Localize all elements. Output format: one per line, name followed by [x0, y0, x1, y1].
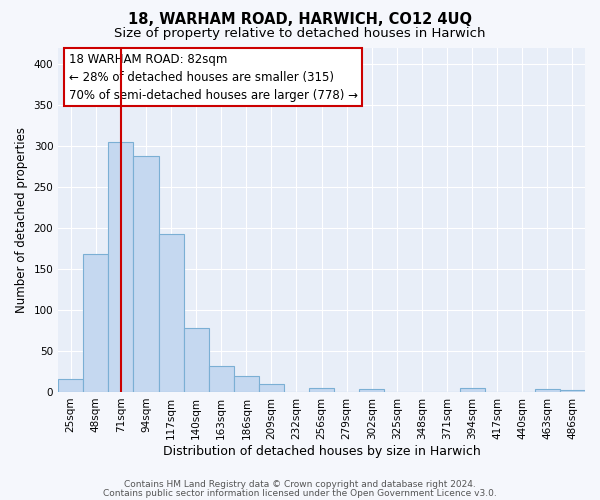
- Bar: [560, 390, 585, 392]
- Bar: [58, 379, 83, 392]
- Text: Size of property relative to detached houses in Harwich: Size of property relative to detached ho…: [114, 28, 486, 40]
- Bar: [209, 366, 234, 392]
- Bar: [133, 156, 158, 392]
- Bar: [259, 384, 284, 392]
- Bar: [158, 234, 184, 392]
- Bar: [234, 376, 259, 392]
- Y-axis label: Number of detached properties: Number of detached properties: [15, 126, 28, 312]
- Bar: [535, 390, 560, 392]
- Bar: [359, 390, 385, 392]
- Bar: [109, 142, 133, 392]
- Bar: [309, 388, 334, 392]
- Text: 18, WARHAM ROAD, HARWICH, CO12 4UQ: 18, WARHAM ROAD, HARWICH, CO12 4UQ: [128, 12, 472, 28]
- Text: Contains public sector information licensed under the Open Government Licence v3: Contains public sector information licen…: [103, 488, 497, 498]
- Bar: [184, 328, 209, 392]
- Text: 18 WARHAM ROAD: 82sqm
← 28% of detached houses are smaller (315)
70% of semi-det: 18 WARHAM ROAD: 82sqm ← 28% of detached …: [69, 52, 358, 102]
- Bar: [460, 388, 485, 392]
- Bar: [83, 254, 109, 392]
- Text: Contains HM Land Registry data © Crown copyright and database right 2024.: Contains HM Land Registry data © Crown c…: [124, 480, 476, 489]
- X-axis label: Distribution of detached houses by size in Harwich: Distribution of detached houses by size …: [163, 444, 481, 458]
